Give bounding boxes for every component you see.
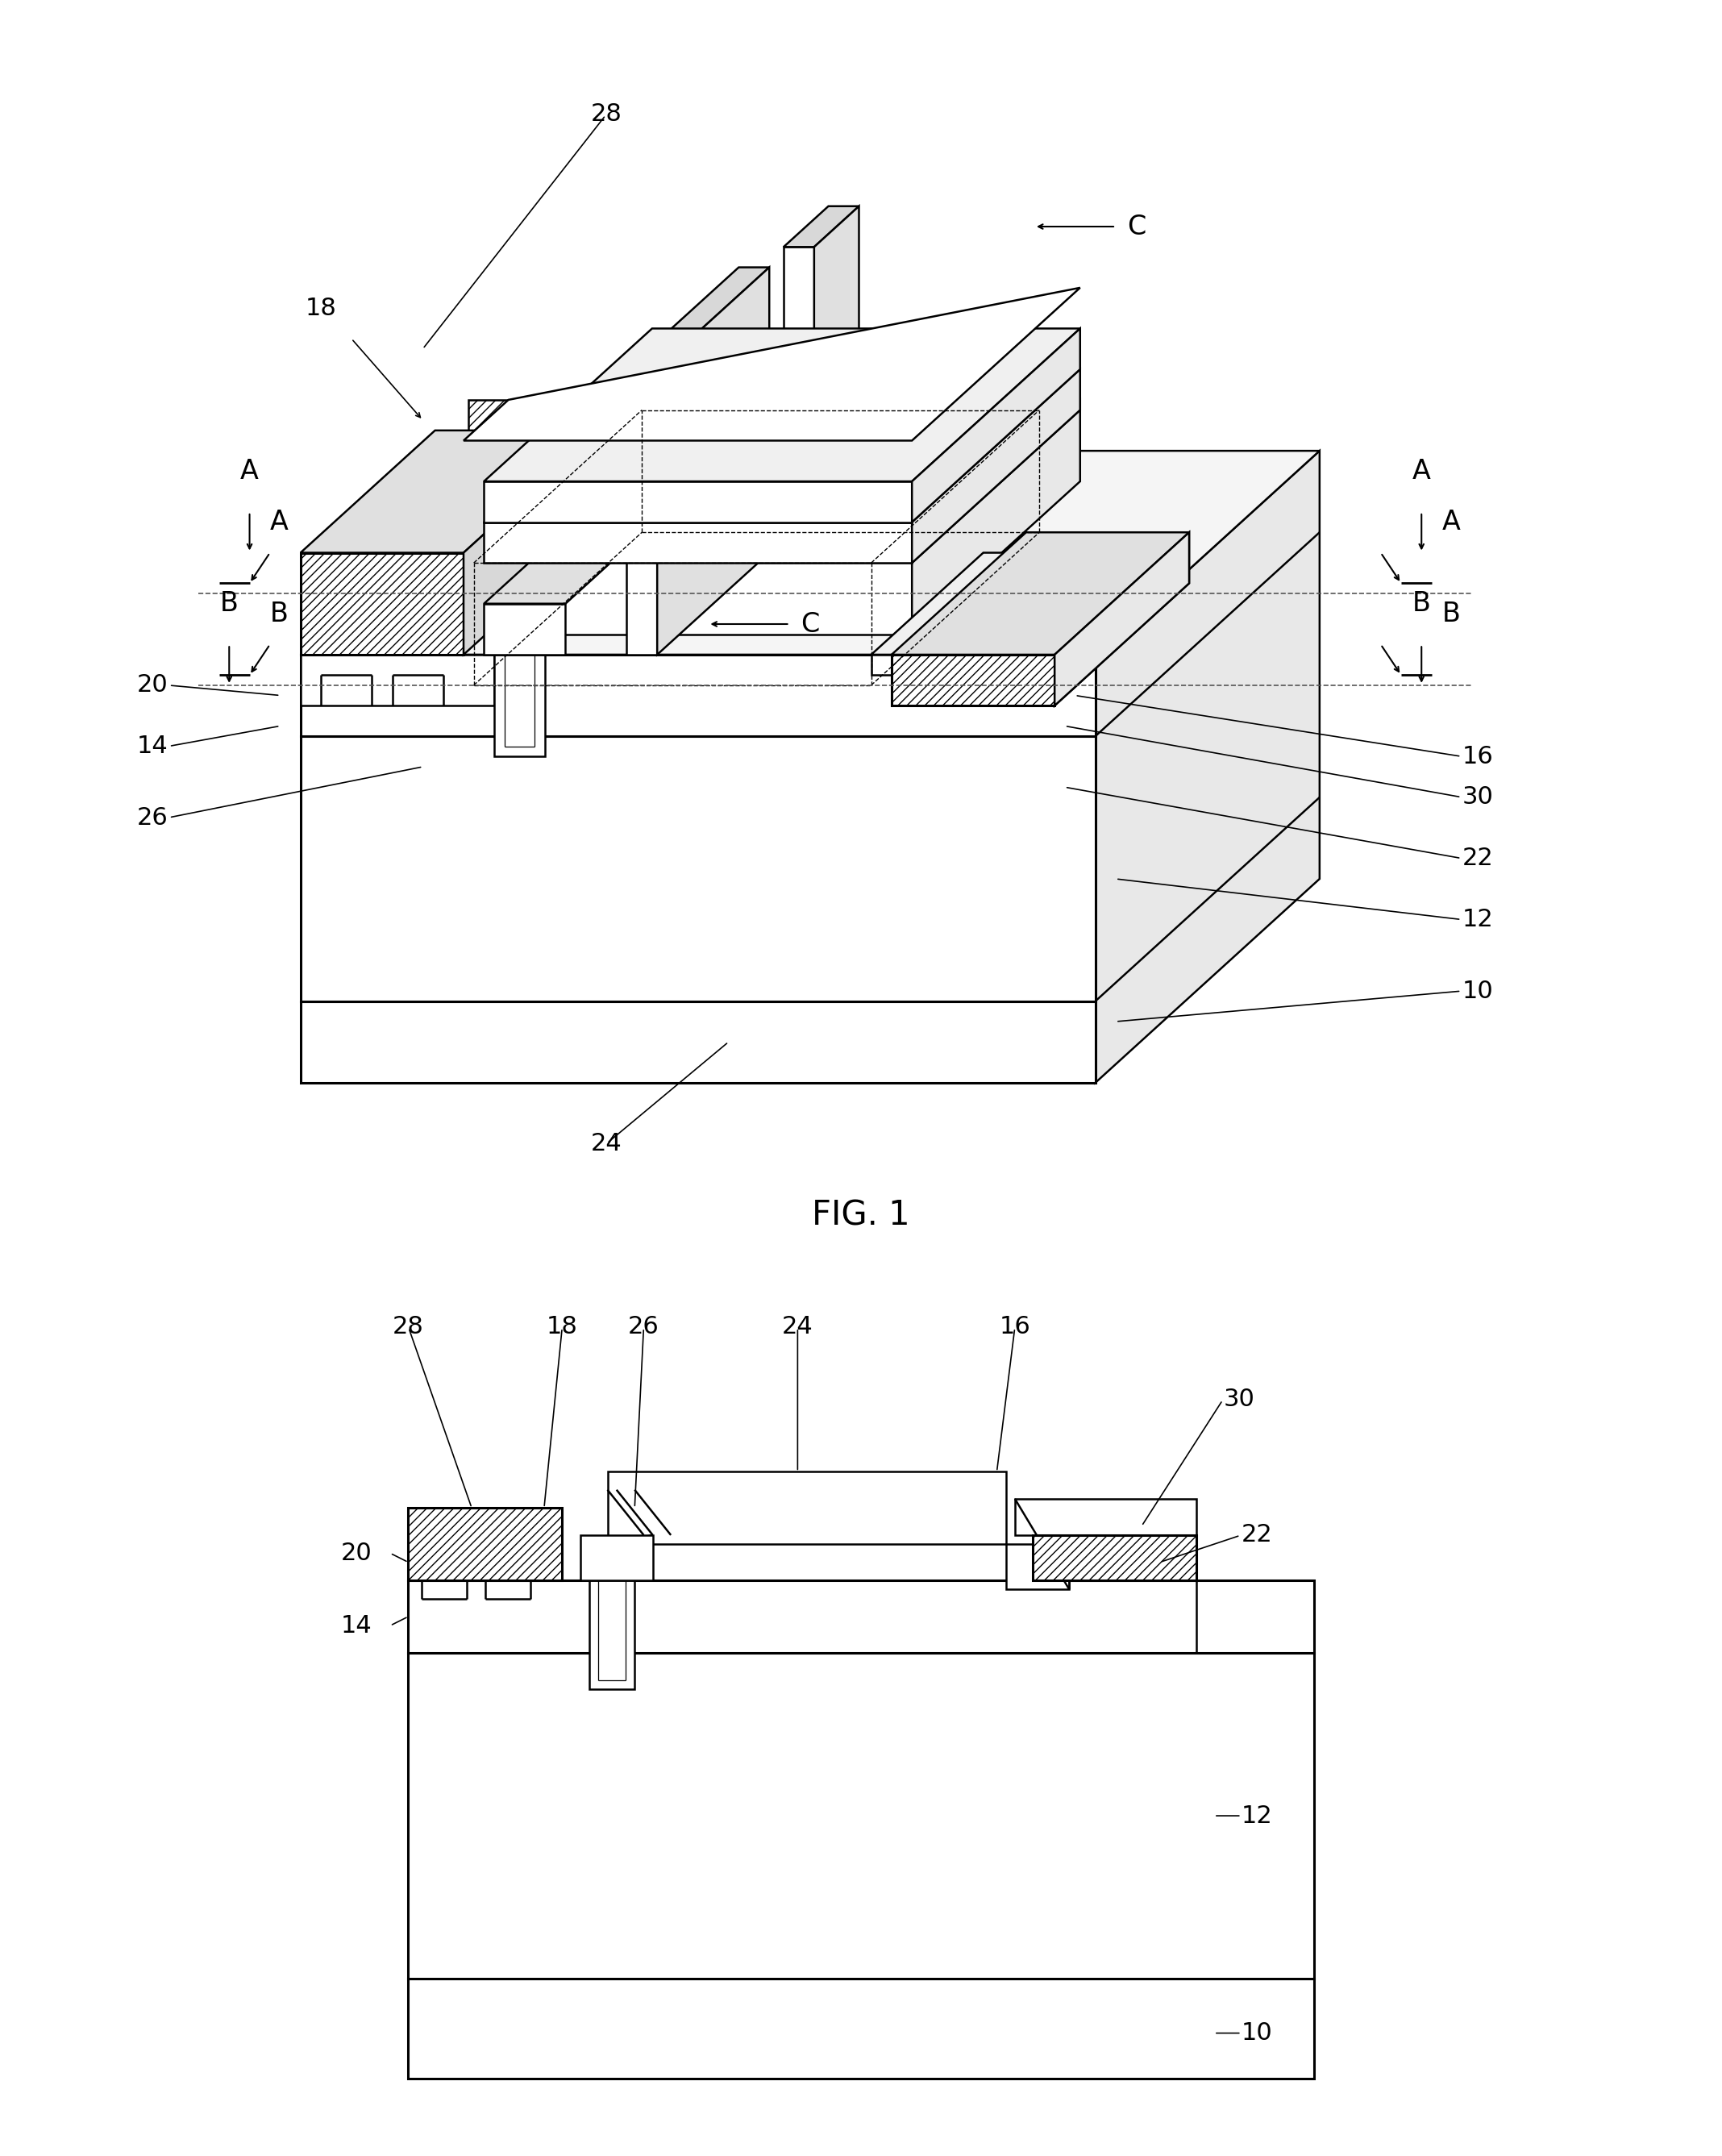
Text: FIG. 1: FIG. 1 xyxy=(813,1199,909,1231)
Polygon shape xyxy=(484,533,644,604)
Text: A: A xyxy=(270,509,288,535)
Polygon shape xyxy=(784,248,815,511)
Polygon shape xyxy=(913,369,1080,563)
Polygon shape xyxy=(301,451,1319,655)
Text: B: B xyxy=(1441,602,1460,627)
Text: 30: 30 xyxy=(1462,785,1493,808)
Polygon shape xyxy=(627,369,658,655)
Polygon shape xyxy=(1054,533,1190,705)
Polygon shape xyxy=(892,655,1054,705)
Text: 22: 22 xyxy=(1462,847,1493,871)
Text: 28: 28 xyxy=(591,103,622,127)
Text: 24: 24 xyxy=(591,1132,622,1156)
Text: B: B xyxy=(1412,591,1431,617)
Polygon shape xyxy=(484,399,1080,552)
Polygon shape xyxy=(1033,1535,1197,1580)
Text: 12: 12 xyxy=(1242,1805,1273,1828)
Polygon shape xyxy=(815,207,859,511)
Text: 22: 22 xyxy=(1242,1524,1273,1546)
Text: B: B xyxy=(270,602,288,627)
Text: 16: 16 xyxy=(1462,744,1493,768)
Polygon shape xyxy=(463,431,598,655)
Text: A: A xyxy=(1441,509,1460,535)
Polygon shape xyxy=(408,1654,1314,1979)
Text: 24: 24 xyxy=(782,1315,813,1339)
Polygon shape xyxy=(1006,1544,1069,1589)
Polygon shape xyxy=(494,655,546,757)
Polygon shape xyxy=(1095,451,1319,1082)
Polygon shape xyxy=(784,207,859,248)
Polygon shape xyxy=(484,369,1080,522)
Text: 16: 16 xyxy=(999,1315,1030,1339)
Polygon shape xyxy=(658,267,770,655)
Text: 30: 30 xyxy=(1223,1388,1255,1410)
Text: B: B xyxy=(220,591,238,617)
Text: 10: 10 xyxy=(1462,979,1493,1003)
Polygon shape xyxy=(484,552,913,634)
Polygon shape xyxy=(301,431,598,552)
Text: 26: 26 xyxy=(136,806,169,830)
Polygon shape xyxy=(1014,1498,1197,1535)
Text: C: C xyxy=(801,610,820,638)
Polygon shape xyxy=(627,267,770,369)
Polygon shape xyxy=(301,655,1095,735)
Text: 14: 14 xyxy=(341,1615,372,1636)
Text: 18: 18 xyxy=(305,295,336,319)
Text: 18: 18 xyxy=(546,1315,579,1339)
Text: A: A xyxy=(1412,457,1431,485)
Text: 28: 28 xyxy=(393,1315,424,1339)
Polygon shape xyxy=(484,410,1080,563)
Text: 12: 12 xyxy=(1462,908,1493,931)
Polygon shape xyxy=(871,552,1168,655)
Polygon shape xyxy=(913,328,1080,522)
Polygon shape xyxy=(1054,533,1190,705)
Text: 14: 14 xyxy=(136,735,169,759)
Text: 20: 20 xyxy=(341,1542,372,1565)
Polygon shape xyxy=(463,287,1080,440)
Polygon shape xyxy=(408,1507,561,1580)
Text: A: A xyxy=(241,457,258,485)
Polygon shape xyxy=(484,328,1080,481)
Polygon shape xyxy=(484,481,913,522)
Polygon shape xyxy=(484,604,565,655)
Polygon shape xyxy=(301,655,494,705)
Polygon shape xyxy=(589,1580,635,1688)
Polygon shape xyxy=(913,399,1080,634)
Polygon shape xyxy=(301,552,463,655)
Polygon shape xyxy=(871,655,1054,675)
Polygon shape xyxy=(892,533,1190,655)
Text: C: C xyxy=(1126,213,1145,239)
Polygon shape xyxy=(892,655,1054,705)
Polygon shape xyxy=(580,1535,653,1580)
Polygon shape xyxy=(408,1979,1314,2078)
Text: 10: 10 xyxy=(1242,2022,1273,2044)
Polygon shape xyxy=(608,1473,1006,1544)
Text: 20: 20 xyxy=(136,673,169,696)
Polygon shape xyxy=(468,399,632,502)
Polygon shape xyxy=(301,735,1095,1000)
Polygon shape xyxy=(301,1000,1095,1082)
Polygon shape xyxy=(408,1580,1314,1654)
Polygon shape xyxy=(892,533,1190,655)
Polygon shape xyxy=(484,522,913,563)
Text: 26: 26 xyxy=(629,1315,660,1339)
